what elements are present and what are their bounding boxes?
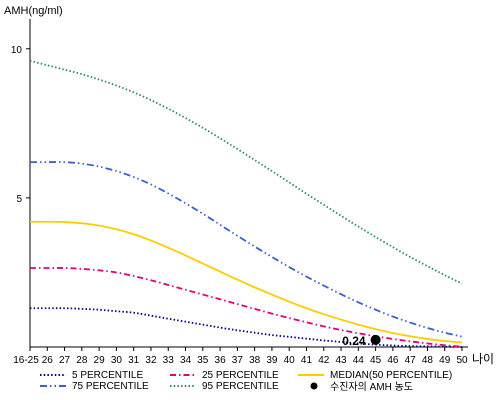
x-tick-label: 49 (439, 355, 451, 366)
legend-label-5-percentile: 5 PERCENTILE (72, 370, 143, 381)
series-line-median-50-percentile (29, 220, 463, 344)
y-tick-label: 5 (16, 194, 22, 205)
x-tick-label: 46 (387, 355, 399, 366)
x-tick-label: 41 (301, 355, 313, 366)
legend-label-25-percentile: 25 PERCENTILE (202, 370, 279, 381)
series-line-5-percentile (30, 307, 463, 348)
x-tick-label: 36 (215, 355, 227, 366)
x-tick-label: 38 (249, 355, 261, 366)
x-tick-label: 29 (94, 355, 106, 366)
x-tick-label: 45 (370, 355, 382, 366)
x-tick-label: 34 (180, 355, 192, 366)
x-tick-label: 37 (232, 355, 244, 366)
x-tick-label: 48 (422, 355, 434, 366)
series-line-95-percentile (29, 59, 463, 285)
x-tick-label: 33 (163, 355, 175, 366)
legend-swatch-patient-marker (310, 382, 318, 390)
patient-amh-value-label: 0.24 (342, 334, 366, 348)
x-tick-label: 31 (128, 355, 140, 366)
x-tick-label: 28 (76, 355, 88, 366)
x-tick-label: 50 (456, 355, 468, 366)
axes: 5 10 16-25 26 27 28 29 30 31 32 33 34 35 36 37 38 39 40 41… (11, 19, 468, 366)
y-tick-label: 10 (11, 45, 23, 56)
legend-label-median-50-percentile: MEDIAN(50 PERCENTILE) (330, 370, 452, 381)
series-line-25-percentile (29, 267, 463, 348)
legend-label-95-percentile: 95 PERCENTILE (202, 381, 279, 392)
x-tick-label: 42 (318, 355, 330, 366)
x-tick-label: 44 (353, 355, 365, 366)
x-tick-label: 26 (42, 355, 54, 366)
x-tick-label: 47 (405, 355, 417, 366)
legend-label-75-percentile: 75 PERCENTILE (72, 381, 149, 392)
legend: 5 PERCENTILE 25 PERCENTILE MEDIAN(50 PERCE… (40, 370, 452, 393)
y-axis-title: AMH(ng/ml) (4, 5, 63, 17)
patient-amh-marker (370, 334, 381, 345)
x-tick-label: 30 (111, 355, 123, 366)
x-tick-label: 43 (335, 355, 347, 366)
x-axis-title: 나이 (472, 352, 494, 366)
x-tick-label: 32 (145, 355, 157, 366)
x-tick-label: 35 (197, 355, 209, 366)
x-tick-label: 40 (284, 355, 296, 366)
series-layer (29, 59, 463, 348)
legend-label-patient-marker: 수진자의 AMH 농도 (330, 381, 413, 393)
marker-layer: 0.24 (342, 334, 381, 348)
x-tick-label: 39 (266, 355, 278, 366)
x-tick-label: 27 (59, 355, 71, 366)
x-tick-label: 16-25 (13, 355, 39, 366)
